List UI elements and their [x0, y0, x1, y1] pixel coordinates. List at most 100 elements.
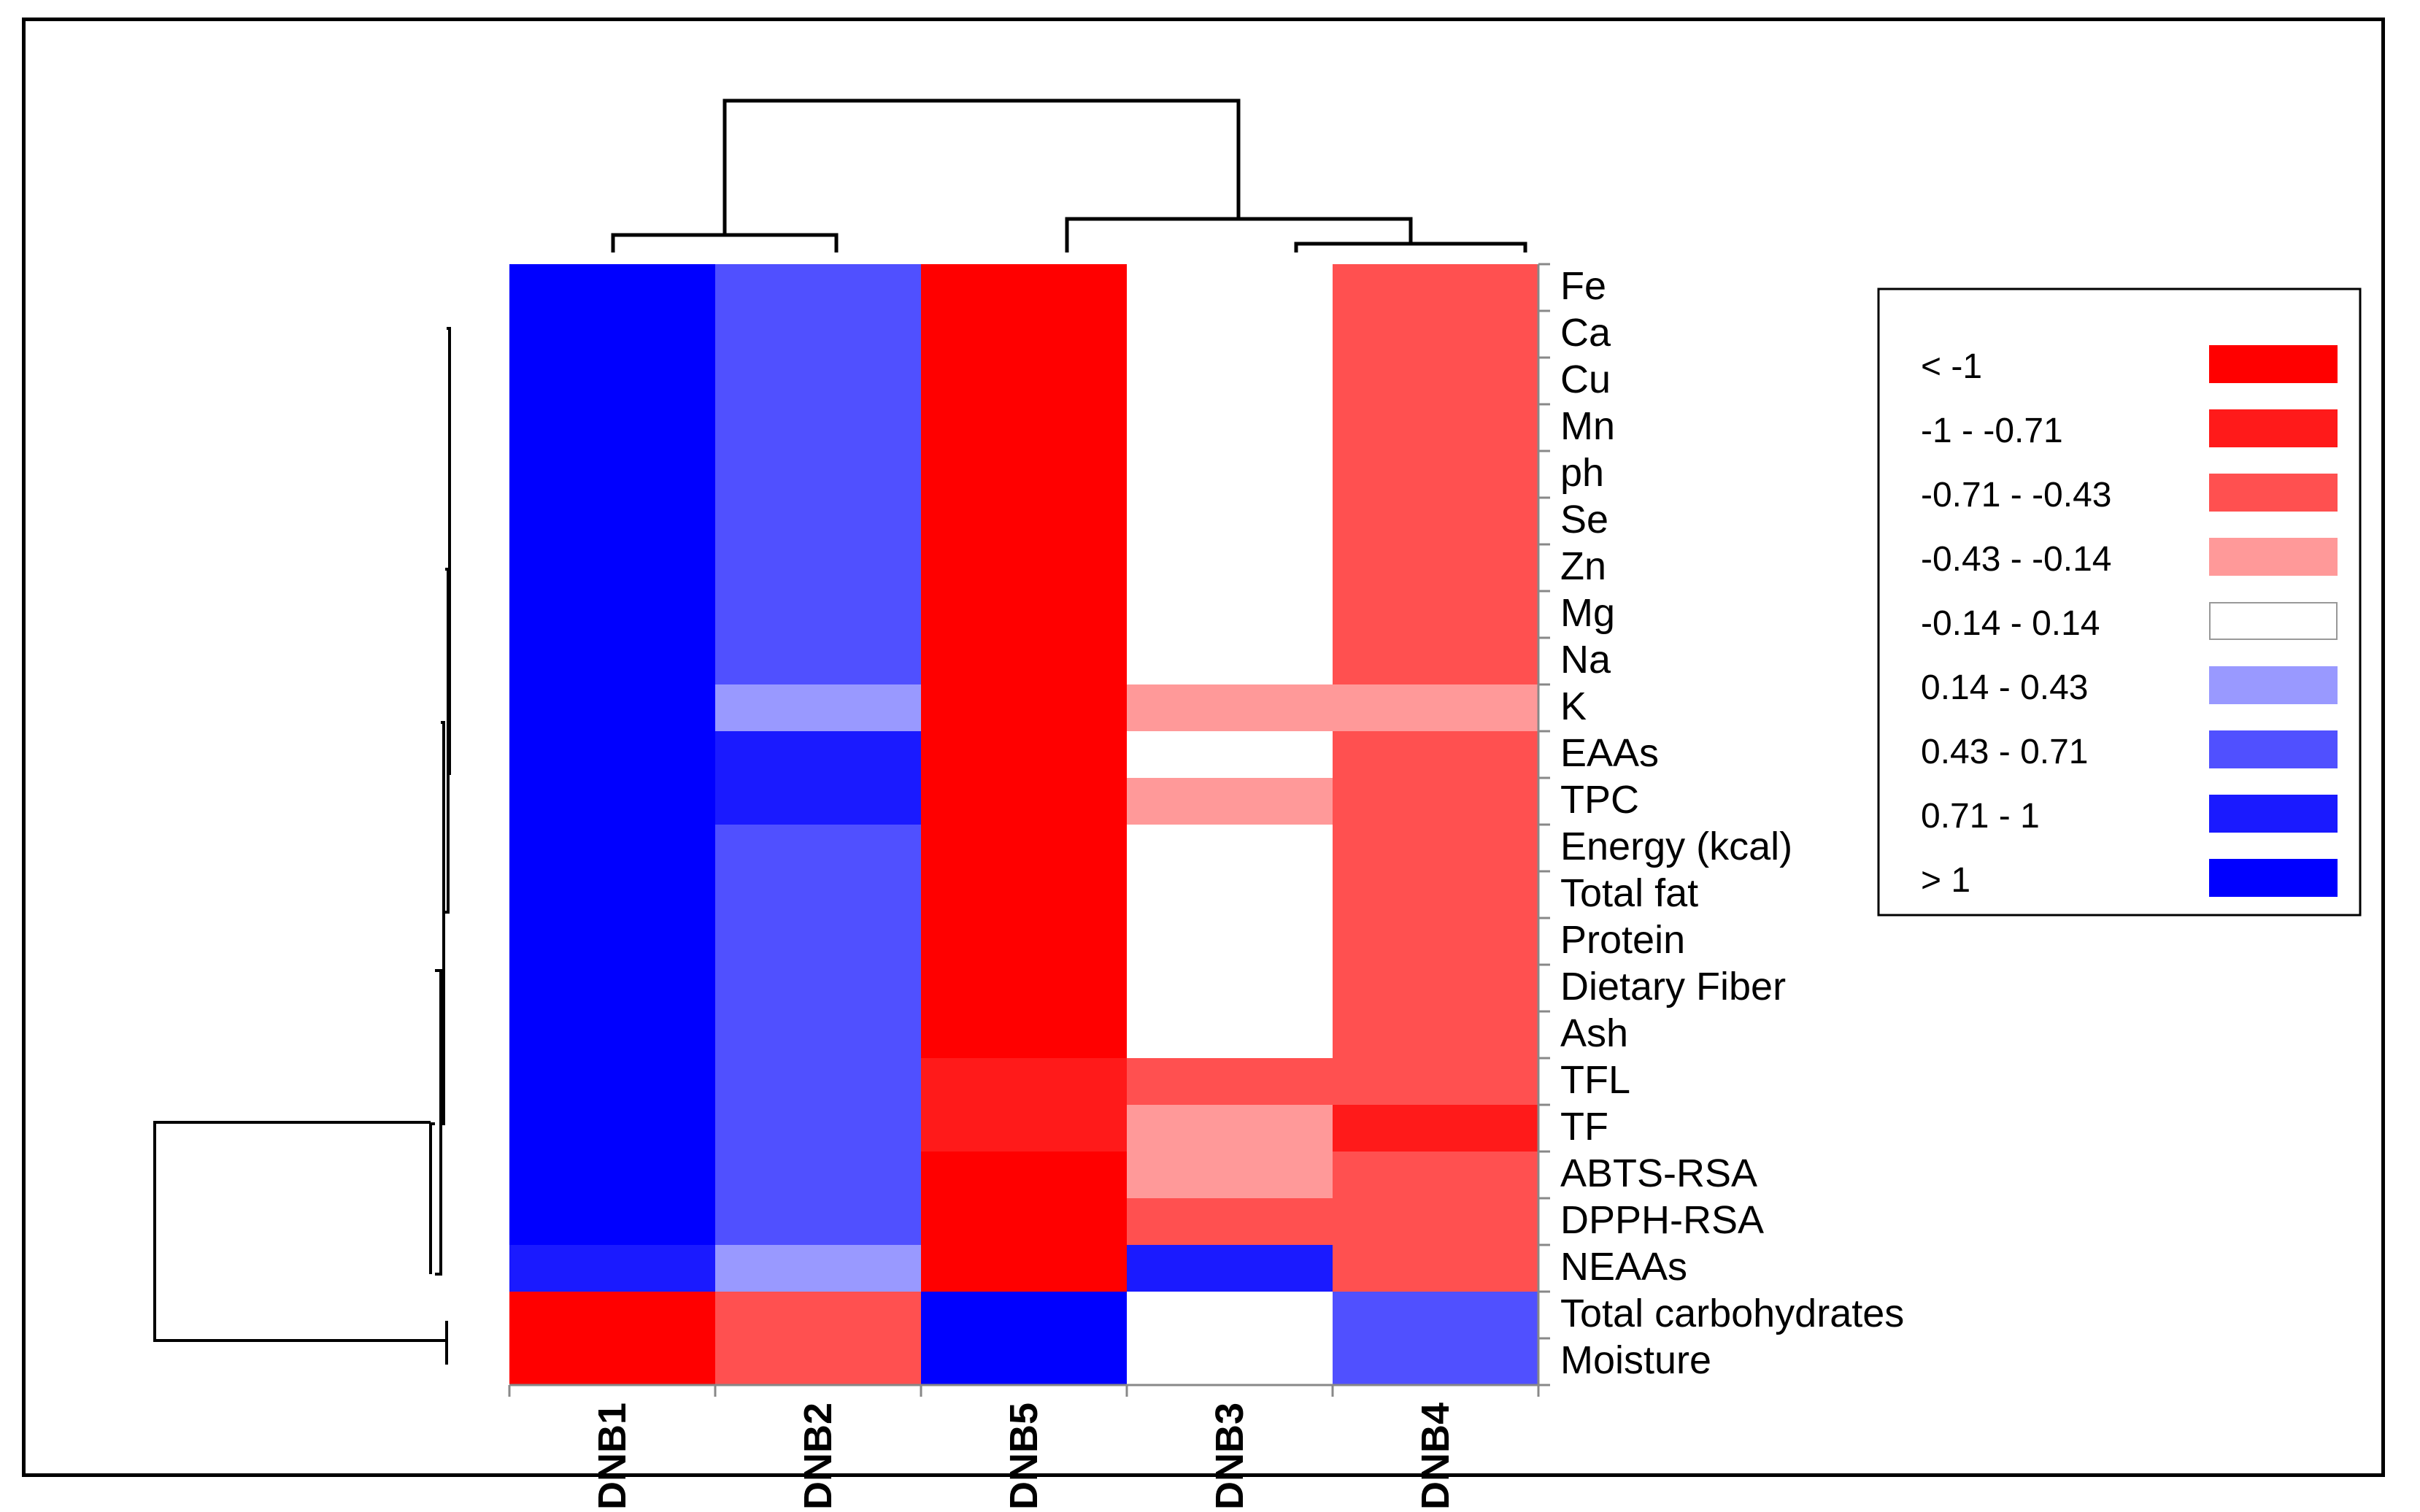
legend-swatch-5 [2209, 666, 2338, 704]
heatmap-cell-protein-dnb4 [1333, 918, 1539, 965]
heatmap-cell-total-fat-dnb3 [1127, 871, 1333, 919]
legend-swatch-7 [2209, 795, 2338, 833]
legend-swatch-0 [2209, 345, 2338, 383]
row-label-fe: Fe [1560, 264, 1606, 308]
legend-swatch-1 [2209, 409, 2338, 447]
heatmap-cell-ash-dnb2 [715, 1011, 922, 1059]
legend-label-0: < -1 [1921, 347, 1982, 386]
heatmap-cell-ph-dnb3 [1127, 451, 1333, 498]
heatmap-cell-eaas-dnb5 [921, 731, 1128, 779]
row-label-ca: Ca [1560, 311, 1611, 355]
heatmap-cell-mn-dnb5 [921, 404, 1128, 452]
heatmap-cell-mg-dnb3 [1127, 591, 1333, 639]
heatmap-cell-mg-dnb1 [509, 591, 716, 639]
heatmap-cell-ca-dnb2 [715, 311, 922, 358]
row-label-tfl: TFL [1560, 1058, 1630, 1102]
heatmap-cell-abts-rsa-dnb4 [1333, 1152, 1539, 1199]
row-label-mg: Mg [1560, 591, 1615, 635]
heatmap-cell-se-dnb4 [1333, 498, 1539, 545]
heatmap-cell-tfl-dnb4 [1333, 1058, 1539, 1106]
heatmap-cell-abts-rsa-dnb2 [715, 1152, 922, 1199]
heatmap-cell-protein-dnb3 [1127, 918, 1333, 965]
heatmap-cell-ca-dnb4 [1333, 311, 1539, 358]
heatmap-cell-k-dnb4 [1333, 684, 1539, 732]
legend-label-7: 0.71 - 1 [1921, 797, 2040, 836]
col-dendro-root [722, 99, 1241, 235]
heatmap-cell-neaas-dnb4 [1333, 1245, 1539, 1292]
row-label-cu: Cu [1560, 358, 1611, 401]
heatmap-cell-fe-dnb2 [715, 264, 922, 312]
heatmap-cell-tf-dnb2 [715, 1105, 922, 1152]
heatmap-cell-dietary-fiber-dnb3 [1127, 965, 1333, 1012]
column-label-dnb5: DNB5 [1002, 1403, 1046, 1510]
row-label-na: Na [1560, 638, 1611, 682]
legend-swatch-6 [2209, 730, 2338, 768]
row-dendro-upper [429, 1122, 435, 1274]
heatmap-cell-protein-dnb5 [921, 918, 1128, 965]
heatmap-cell-tpc-dnb1 [509, 778, 716, 825]
heatmap-cell-tf-dnb5 [921, 1105, 1128, 1152]
heatmap-cell-neaas-dnb1 [509, 1245, 716, 1292]
heatmap-cell-na-dnb1 [509, 638, 716, 685]
heatmap-cell-fe-dnb4 [1333, 264, 1539, 312]
heatmap-cell-dpph-rsa-dnb3 [1127, 1198, 1333, 1246]
heatmap-cell-dpph-rsa-dnb2 [715, 1198, 922, 1246]
row-dendro-d [435, 969, 442, 1276]
heatmap-cell-ph-dnb2 [715, 451, 922, 498]
heatmap-cell-tf-dnb3 [1127, 1105, 1333, 1152]
heatmap-cell-ph-dnb1 [509, 451, 716, 498]
legend-label-2: -0.71 - -0.43 [1921, 476, 2111, 514]
heatmap-cell-k-dnb1 [509, 684, 716, 732]
heatmap-cell-ash-dnb3 [1127, 1011, 1333, 1059]
heatmap-cell-ca-dnb1 [509, 311, 716, 358]
heatmap-cell-se-dnb3 [1127, 498, 1333, 545]
heatmap-cell-tpc-dnb3 [1127, 778, 1333, 825]
heatmap-cell-protein-dnb2 [715, 918, 922, 965]
column-label-dnb4: DNB4 [1414, 1403, 1457, 1510]
col-dendro-dnb1-dnb2 [611, 233, 839, 252]
heatmap-cell-protein-dnb1 [509, 918, 716, 965]
heatmap-cell-na-dnb5 [921, 638, 1128, 685]
legend-label-1: -1 - -0.71 [1921, 412, 2063, 450]
heatmap-cell-fe-dnb1 [509, 264, 716, 312]
heatmap-cell-total-fat-dnb5 [921, 871, 1128, 919]
heatmap-cell-total-fat-dnb2 [715, 871, 922, 919]
heatmap-cell-energy-kcal-dnb2 [715, 825, 922, 872]
legend-swatch-3 [2209, 538, 2338, 576]
figure-frame [22, 18, 2385, 1477]
heatmap-cell-eaas-dnb3 [1127, 731, 1333, 779]
row-label-total-carbohydrates: Total carbohydrates [1560, 1292, 1904, 1335]
heatmap-cell-dietary-fiber-dnb5 [921, 965, 1128, 1012]
heatmap-cell-tpc-dnb5 [921, 778, 1128, 825]
heatmap-cell-cu-dnb2 [715, 358, 922, 405]
heatmap-cell-na-dnb4 [1333, 638, 1539, 685]
heatmap-cell-ash-dnb4 [1333, 1011, 1539, 1059]
heatmap-cell-total-fat-dnb1 [509, 871, 716, 919]
row-label-eaas: EAAs [1560, 731, 1659, 775]
col-dendro-dnb3-dnb4 [1294, 242, 1527, 252]
heatmap-cell-moisture-dnb5 [921, 1338, 1128, 1386]
heatmap-cell-neaas-dnb3 [1127, 1245, 1333, 1292]
heatmap-cell-k-dnb2 [715, 684, 922, 732]
heatmap-cell-tpc-dnb2 [715, 778, 922, 825]
row-label-total-fat: Total fat [1560, 871, 1698, 915]
heatmap-cell-moisture-dnb4 [1333, 1338, 1539, 1386]
heatmap-cell-dietary-fiber-dnb1 [509, 965, 716, 1012]
row-label-dpph-rsa: DPPH-RSA [1560, 1198, 1764, 1242]
heatmap-cell-zn-dnb4 [1333, 544, 1539, 592]
heatmap-cell-cu-dnb4 [1333, 358, 1539, 405]
heatmap-cell-total-fat-dnb4 [1333, 871, 1539, 919]
heatmap-cell-dpph-rsa-dnb4 [1333, 1198, 1539, 1246]
row-label-moisture: Moisture [1560, 1338, 1711, 1382]
heatmap-cell-total-carbohydrates-dnb5 [921, 1292, 1128, 1339]
heatmap-cell-ph-dnb4 [1333, 451, 1539, 498]
column-label-dnb2: DNB2 [796, 1403, 840, 1510]
legend-label-8: > 1 [1921, 861, 1970, 900]
heatmap-cell-abts-rsa-dnb5 [921, 1152, 1128, 1199]
heatmap-cell-abts-rsa-dnb1 [509, 1152, 716, 1199]
column-dendrogram [611, 99, 1527, 252]
heatmap-cell-k-dnb3 [1127, 684, 1333, 732]
row-label-k: K [1560, 684, 1587, 728]
heatmap-cell-ph-dnb5 [921, 451, 1128, 498]
heatmap-cell-dietary-fiber-dnb4 [1333, 965, 1539, 1012]
